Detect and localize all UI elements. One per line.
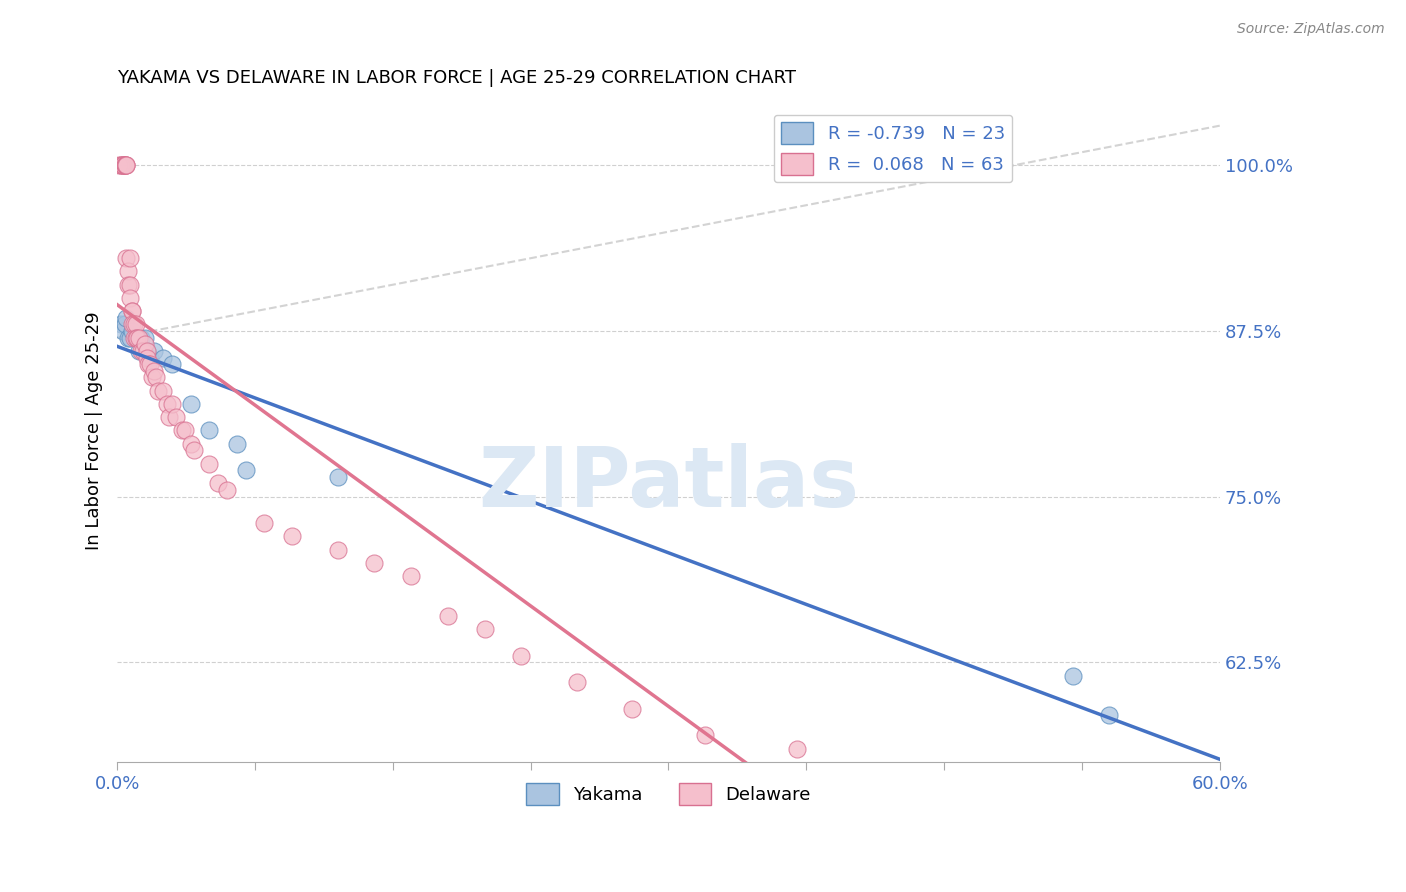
Point [129, 343, 152, 358]
Point [142, 364, 165, 378]
Point [121, 304, 143, 318]
Point [114, 158, 136, 172]
Point [399, 569, 422, 583]
Point [146, 384, 169, 398]
Point [170, 424, 193, 438]
Point [198, 457, 221, 471]
Point [127, 331, 149, 345]
Point [124, 331, 146, 345]
Point [111, 324, 134, 338]
Point [253, 516, 276, 531]
Point [157, 410, 180, 425]
Point [139, 351, 162, 365]
Point [474, 622, 496, 636]
Point [217, 483, 239, 497]
Point [118, 291, 141, 305]
Point [110, 158, 132, 172]
Point [139, 357, 162, 371]
Point [118, 251, 141, 265]
Point [198, 424, 221, 438]
Point [124, 318, 146, 332]
Point [111, 158, 134, 172]
Point [115, 158, 138, 172]
Point [877, 768, 900, 782]
Point [117, 331, 139, 345]
Point [152, 351, 174, 365]
Point [128, 343, 150, 358]
Point [225, 436, 247, 450]
Point [121, 304, 143, 318]
Point [114, 158, 136, 172]
Point [156, 397, 179, 411]
Point [135, 343, 157, 358]
Point [207, 476, 229, 491]
Point [115, 310, 138, 325]
Point [115, 158, 138, 172]
Point [132, 343, 155, 358]
Point [134, 331, 156, 345]
Text: ZIPatlas: ZIPatlas [478, 443, 859, 524]
Point [141, 370, 163, 384]
Point [235, 463, 257, 477]
Point [437, 609, 460, 624]
Point [162, 357, 184, 371]
Point [152, 384, 174, 398]
Point [110, 318, 132, 332]
Point [180, 436, 202, 450]
Point [142, 343, 165, 358]
Point [183, 443, 205, 458]
Point [115, 251, 138, 265]
Point [135, 343, 157, 358]
Point [118, 331, 141, 345]
Point [121, 318, 143, 332]
Legend: Yakama, Delaware: Yakama, Delaware [519, 776, 818, 813]
Point [620, 702, 643, 716]
Point [118, 277, 141, 292]
Point [363, 556, 385, 570]
Point [114, 318, 136, 332]
Point [111, 158, 134, 172]
Point [180, 397, 202, 411]
Point [124, 331, 146, 345]
Point [135, 351, 157, 365]
Point [110, 158, 132, 172]
Point [138, 357, 160, 371]
Point [111, 158, 134, 172]
Point [326, 542, 349, 557]
Text: YAKAMA VS DELAWARE IN LABOR FORCE | AGE 25-29 CORRELATION CHART: YAKAMA VS DELAWARE IN LABOR FORCE | AGE … [117, 69, 796, 87]
Point [786, 741, 808, 756]
Point [122, 318, 145, 332]
Y-axis label: In Labor Force | Age 25-29: In Labor Force | Age 25-29 [86, 311, 103, 549]
Point [165, 410, 187, 425]
Text: Source: ZipAtlas.com: Source: ZipAtlas.com [1237, 22, 1385, 37]
Point [510, 648, 533, 663]
Point [1025, 795, 1047, 809]
Point [129, 331, 152, 345]
Point [162, 397, 184, 411]
Point [145, 370, 167, 384]
Point [174, 424, 197, 438]
Point [326, 470, 349, 484]
Point [115, 158, 138, 172]
Point [121, 324, 143, 338]
Point [565, 675, 588, 690]
Point [128, 331, 150, 345]
Point [117, 277, 139, 292]
Point [108, 158, 131, 172]
Point [281, 529, 304, 543]
Point [695, 728, 717, 742]
Point [1062, 668, 1084, 682]
Point [122, 331, 145, 345]
Point [117, 264, 139, 278]
Point [1098, 708, 1121, 723]
Point [134, 337, 156, 351]
